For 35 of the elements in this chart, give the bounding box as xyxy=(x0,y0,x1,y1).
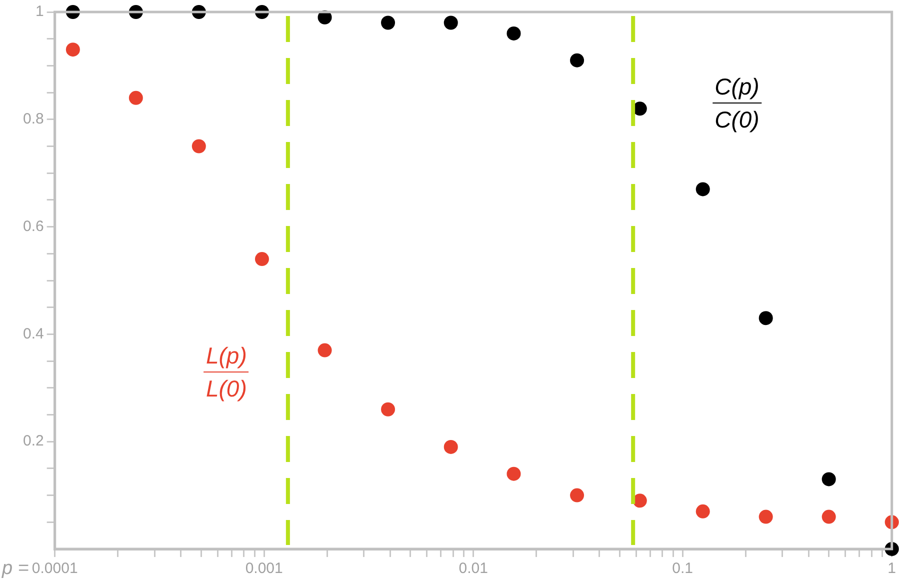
point xyxy=(444,16,458,30)
point xyxy=(570,488,584,502)
x-tick-label: 0.001 xyxy=(245,560,283,578)
point xyxy=(128,90,143,105)
point xyxy=(822,510,836,524)
point xyxy=(570,53,584,68)
point xyxy=(696,504,710,518)
point xyxy=(66,42,80,57)
point xyxy=(318,343,332,358)
point xyxy=(632,494,647,508)
x-tick-label: 0.1 xyxy=(672,560,694,578)
point xyxy=(381,16,396,30)
x-axis-title: p = xyxy=(0,558,29,579)
annotation: L(0) xyxy=(204,374,248,404)
y-tick-label: 1 xyxy=(36,3,44,20)
y-tick-label: 0.8 xyxy=(22,110,44,128)
point xyxy=(758,311,773,326)
annotation: L(p) xyxy=(204,339,249,372)
point xyxy=(254,252,269,266)
y-tick-label: 0.2 xyxy=(22,432,44,450)
y-tick-label: 0.6 xyxy=(22,218,44,235)
point xyxy=(192,139,206,154)
annotation: C(p) xyxy=(712,70,762,104)
point xyxy=(758,510,773,524)
y-tick-label: 0.4 xyxy=(22,325,44,342)
point xyxy=(506,26,521,40)
point xyxy=(506,466,521,481)
x-tick-label: 0.01 xyxy=(458,560,488,578)
annotation: C(0) xyxy=(714,106,760,135)
point xyxy=(822,472,836,486)
x-tick-label: 1 xyxy=(888,560,896,578)
x-tick-label: 0.0001 xyxy=(32,560,78,578)
point xyxy=(696,182,710,196)
point xyxy=(381,402,396,416)
point xyxy=(444,440,458,454)
